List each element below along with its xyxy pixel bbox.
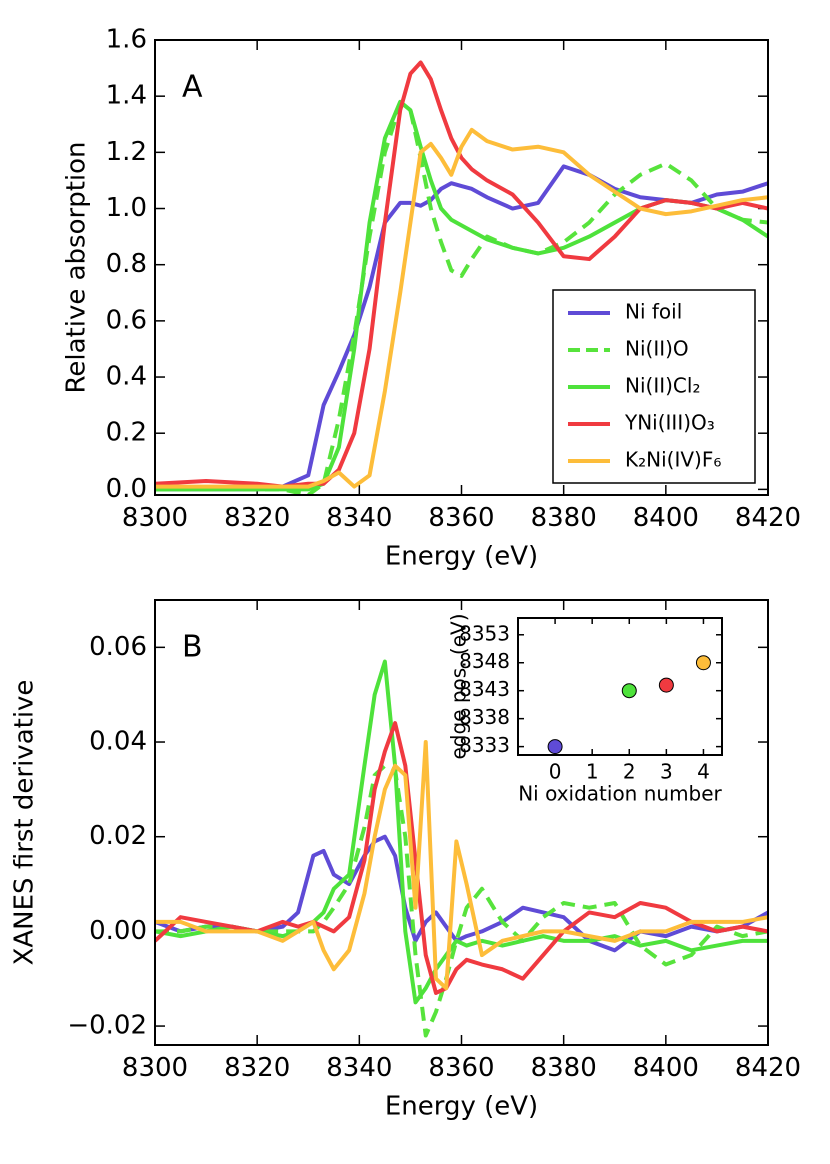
x-tick-label: 8420 [735, 503, 801, 533]
y-tick-label: 8343 [459, 677, 510, 701]
x-tick-label: 8360 [428, 1053, 494, 1083]
data-line [155, 740, 768, 991]
panel-label: B [182, 630, 203, 665]
x-tick-label: 8400 [633, 503, 699, 533]
x-tick-label: 8340 [326, 1053, 392, 1083]
x-tick-label: 8400 [633, 1053, 699, 1083]
legend-label: Ni foil [625, 300, 682, 324]
y-axis-label: edge pos. (eV) [447, 613, 471, 759]
y-tick-label: 8353 [459, 621, 510, 645]
y-tick-label: 1.2 [106, 137, 147, 167]
y-tick-label: 8333 [459, 733, 510, 757]
x-axis-label: Energy (eV) [385, 1092, 538, 1122]
x-tick-label: 8420 [735, 1053, 801, 1083]
y-tick-label: 1.6 [106, 25, 147, 55]
x-tick-label: 2 [623, 760, 636, 784]
y-tick-label: 0.2 [106, 418, 147, 448]
x-tick-label: 8300 [122, 1053, 188, 1083]
y-tick-label: 1.4 [106, 81, 147, 111]
legend-label: K₂Ni(IV)F₆ [625, 448, 721, 472]
y-tick-label: 0.6 [106, 305, 147, 335]
data-line [155, 834, 768, 953]
x-tick-label: 8300 [122, 503, 188, 533]
x-axis-label: Ni oxidation number [518, 782, 722, 806]
y-tick-label: 0.06 [89, 632, 147, 662]
plot-area [518, 618, 722, 755]
x-tick-label: 8380 [531, 1053, 597, 1083]
y-axis-label: XANES first derivative [10, 680, 40, 966]
y-tick-label: 0.8 [106, 249, 147, 279]
x-tick-label: 3 [660, 760, 673, 784]
data-line [155, 721, 768, 995]
y-tick-label: 1.0 [106, 193, 147, 223]
axes-frame [154, 39, 769, 496]
y-tick-label: −0.02 [67, 1011, 147, 1041]
y-axis-label: Relative absorption [62, 141, 92, 393]
panel-label: A [182, 70, 203, 105]
x-tick-label: 8320 [224, 1053, 290, 1083]
data-point [621, 683, 637, 699]
y-tick-label: 8338 [459, 705, 510, 729]
x-tick-label: 1 [586, 760, 599, 784]
data-point [547, 739, 563, 755]
y-tick-label: 0.00 [89, 916, 147, 946]
data-point [658, 677, 674, 693]
x-tick-label: 8380 [531, 503, 597, 533]
data-line [155, 127, 768, 489]
x-tick-label: 4 [697, 760, 710, 784]
x-tick-label: 0 [549, 760, 562, 784]
y-tick-label: 8348 [459, 649, 510, 673]
axes-frame [154, 599, 769, 1046]
data-line [155, 164, 768, 492]
legend-label: Ni(II)Cl₂ [625, 374, 700, 398]
data-point [695, 655, 711, 671]
y-tick-label: 0.0 [106, 474, 147, 504]
x-tick-label: 8320 [224, 503, 290, 533]
x-tick-label: 8340 [326, 503, 392, 533]
x-tick-label: 8360 [428, 503, 494, 533]
legend-label: YNi(III)O₃ [624, 411, 715, 435]
y-tick-label: 0.04 [89, 727, 147, 757]
axes-frame [517, 617, 723, 756]
y-tick-label: 0.02 [89, 821, 147, 851]
y-tick-label: 0.4 [106, 362, 147, 392]
legend-label: Ni(II)O [625, 337, 689, 361]
x-axis-label: Energy (eV) [385, 542, 538, 572]
